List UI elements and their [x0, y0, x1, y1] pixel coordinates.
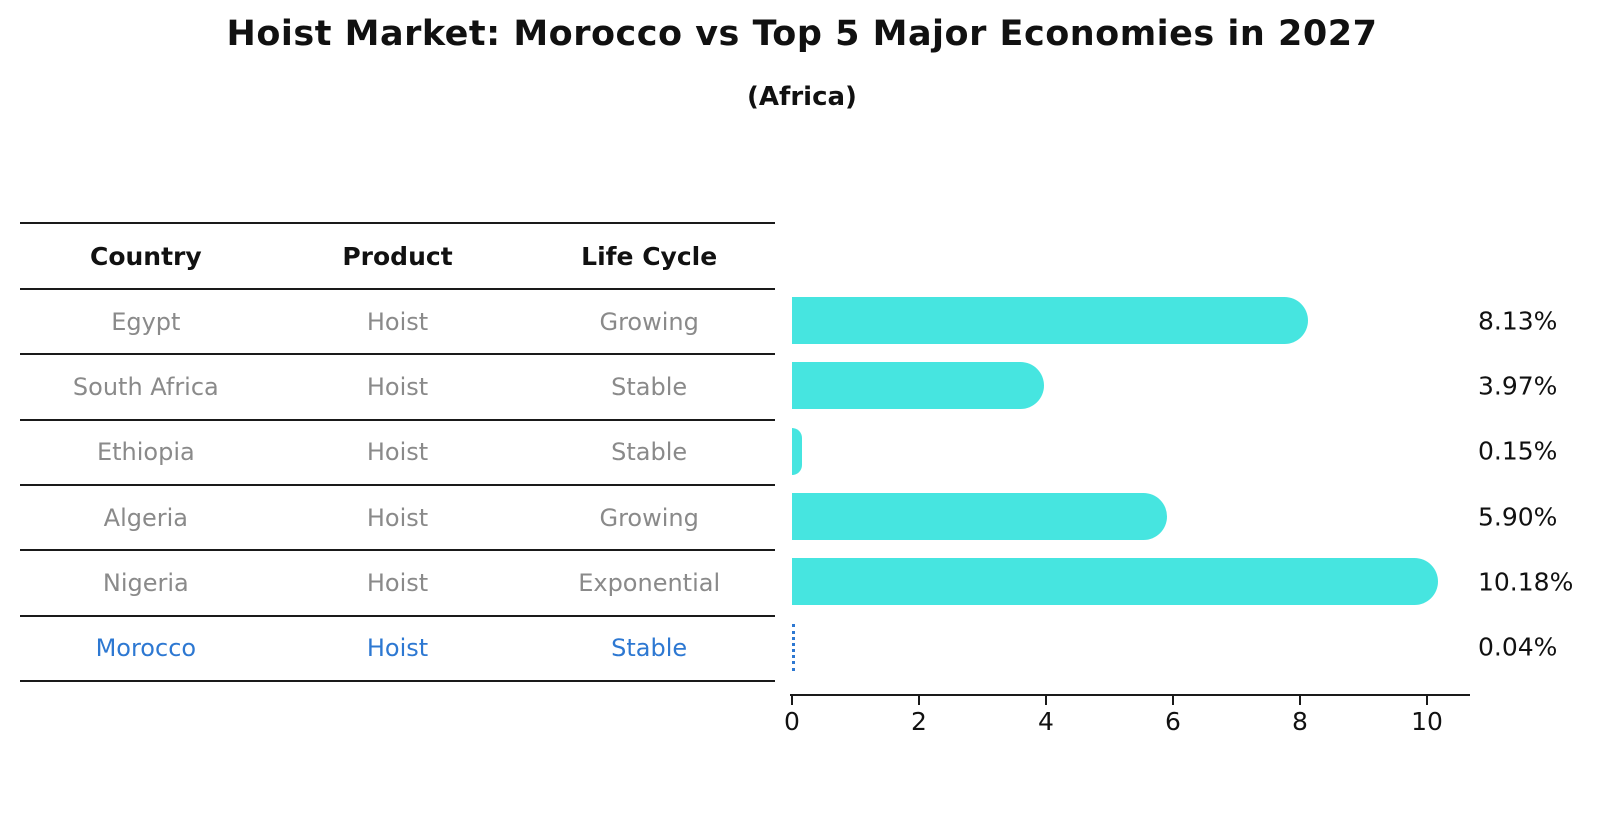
country-cell: Nigeria — [102, 568, 189, 597]
data-table: Country Product Life Cycle Egypt Hoist Growi… — [20, 222, 775, 682]
x-tick — [1172, 696, 1174, 705]
product-cell: Hoist — [366, 438, 429, 467]
x-tick-label: 6 — [1165, 707, 1181, 736]
column-header-product: Product — [342, 241, 453, 271]
country-cell: South Africa — [72, 372, 219, 401]
value-label-nigeria: 10.18% — [1478, 567, 1574, 597]
value-label-south-africa: 3.97% — [1478, 371, 1558, 401]
x-tick-label: 2 — [911, 707, 927, 736]
product-cell: Hoist — [366, 503, 429, 532]
lifecycle-cell: Exponential — [578, 568, 721, 597]
product-cell: Hoist — [366, 568, 429, 597]
value-label-egypt: 8.13% — [1478, 306, 1558, 336]
column-header-life-cycle: Life Cycle — [581, 241, 718, 271]
product-cell: Hoist — [366, 634, 429, 663]
bar-south-africa — [792, 362, 1045, 410]
table-row-nigeria: Nigeria Hoist Exponential — [20, 549, 775, 614]
lifecycle-cell: Growing — [599, 307, 699, 336]
product-cell: Hoist — [366, 307, 429, 336]
chart-subtitle: (Africa) — [747, 82, 857, 112]
x-tick — [918, 696, 920, 705]
x-tick-label: 4 — [1038, 707, 1054, 736]
value-label-morocco: 0.04% — [1478, 632, 1558, 662]
country-cell: Algeria — [103, 503, 188, 532]
bar-ethiopia — [792, 427, 802, 475]
country-cell: Ethiopia — [96, 438, 195, 467]
column-header-country: Country — [89, 241, 202, 271]
value-label-ethiopia: 0.15% — [1478, 436, 1558, 466]
country-cell: Egypt — [111, 307, 181, 336]
x-axis-line — [790, 694, 1470, 696]
product-cell: Hoist — [366, 372, 429, 401]
x-tick — [791, 696, 793, 705]
bar-morocco — [792, 623, 795, 671]
bar-egypt — [792, 297, 1309, 345]
table-row-morocco: Morocco Hoist Stable — [20, 614, 775, 680]
x-tick-label: 8 — [1292, 707, 1308, 736]
table-header-row: Country Product Life Cycle — [20, 222, 775, 288]
table-row-ethiopia: Ethiopia Hoist Stable — [20, 418, 775, 484]
lifecycle-cell: Stable — [611, 438, 688, 467]
value-label-algeria: 5.90% — [1478, 502, 1558, 532]
x-tick — [1299, 696, 1301, 705]
x-tick — [1426, 696, 1428, 705]
lifecycle-cell: Growing — [599, 503, 699, 532]
bar-algeria — [792, 493, 1167, 541]
lifecycle-cell: Stable — [611, 634, 688, 663]
table-body: Egypt Hoist Growing South Africa Hoist Stable… — [20, 288, 775, 680]
x-tick-label: 0 — [784, 707, 800, 736]
table-row-egypt: Egypt Hoist Growing — [20, 288, 775, 353]
table-row-south-africa: South Africa Hoist Stable — [20, 353, 775, 418]
country-cell: Morocco — [95, 634, 197, 663]
x-tick — [1045, 696, 1047, 705]
bar-nigeria — [792, 558, 1439, 606]
chart-title: Hoist Market: Morocco vs Top 5 Major Eco… — [226, 14, 1378, 54]
x-tick-label: 10 — [1411, 707, 1443, 736]
table-row-algeria: Algeria Hoist Growing — [20, 483, 775, 549]
lifecycle-cell: Stable — [611, 372, 688, 401]
